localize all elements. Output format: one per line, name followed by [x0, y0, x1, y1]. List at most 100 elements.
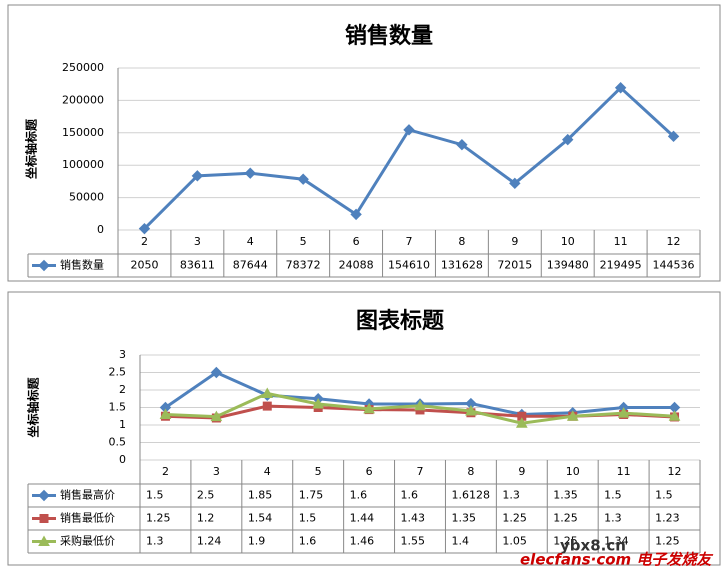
table-value: 2.5 [197, 489, 215, 502]
table-value: 1.55 [401, 535, 426, 548]
data-point [191, 170, 204, 182]
table-value: 1.2 [197, 512, 215, 525]
legend-label: 采购最低价 [60, 534, 115, 548]
table-value: 78372 [286, 259, 321, 272]
table-value: 1.35 [451, 512, 476, 525]
data-point [465, 404, 477, 416]
x-tick-label: 10 [566, 465, 580, 478]
table-value: 1.85 [248, 489, 273, 502]
y-axis-title: 坐标轴标题 [26, 377, 41, 438]
x-tick-label: 4 [264, 465, 271, 478]
legend-label: 销售最低价 [60, 511, 115, 525]
x-tick-label: 8 [467, 465, 474, 478]
table-value: 1.3 [604, 512, 622, 525]
x-tick-label: 5 [300, 235, 307, 248]
x-tick-label: 12 [667, 235, 681, 248]
table-value: 1.3 [146, 535, 164, 548]
data-point [456, 138, 468, 151]
x-tick-label: 3 [213, 465, 220, 478]
y-tick-label: 50000 [69, 191, 104, 204]
table-value: 1.5 [604, 489, 622, 502]
table-value: 1.5 [146, 489, 164, 502]
y-tick-label: 0.5 [109, 436, 127, 449]
watermark: ybx8.cn [560, 537, 626, 555]
table-value: 1.25 [146, 512, 171, 525]
x-tick-label: 6 [353, 235, 360, 248]
table-value: 1.75 [299, 489, 324, 502]
table-value: 131628 [441, 259, 483, 272]
y-tick-label: 2 [119, 383, 126, 396]
table-value: 1.25 [655, 535, 680, 548]
x-tick-label: 11 [617, 465, 631, 478]
table-value: 1.43 [401, 512, 426, 525]
watermark: elecfans·com 电子发烧友 [520, 551, 713, 568]
y-tick-label: 1 [119, 418, 126, 431]
data-point [261, 387, 274, 398]
table-value: 2050 [130, 259, 158, 272]
table-value: 83611 [180, 259, 215, 272]
data-point [350, 208, 362, 221]
table-value: 1.6 [401, 489, 419, 502]
data-point [414, 399, 426, 411]
data-point [138, 222, 151, 235]
data-point [403, 124, 415, 136]
data-point [363, 402, 375, 414]
y-tick-label: 150000 [62, 126, 104, 139]
data-point [159, 408, 172, 419]
data-point [614, 82, 627, 94]
legend-label: 销售最高价 [60, 488, 115, 502]
table-value: 1.4 [451, 535, 469, 548]
table-value: 1.25 [553, 512, 578, 525]
data-point [210, 410, 223, 422]
table-value: 1.46 [350, 535, 375, 548]
table-value: 72015 [497, 259, 532, 272]
x-tick-label: 7 [417, 465, 424, 478]
y-tick-label: 200000 [62, 93, 104, 106]
legend-marker [38, 259, 50, 272]
data-point [566, 410, 579, 421]
table-value: 1.5 [299, 512, 317, 525]
table-value: 1.24 [197, 535, 222, 548]
x-tick-label: 4 [247, 235, 254, 248]
x-tick-label: 10 [561, 235, 575, 248]
table-value: 144536 [653, 259, 695, 272]
table-value: 1.5 [655, 489, 673, 502]
table-value: 219495 [600, 259, 642, 272]
table-value: 1.35 [553, 489, 578, 502]
data-point [562, 133, 574, 146]
table-value: 1.23 [655, 512, 680, 525]
table-value: 1.54 [248, 512, 273, 525]
data-point [244, 167, 256, 179]
y-tick-label: 1.5 [109, 401, 127, 414]
y-tick-label: 0 [119, 453, 126, 466]
table-value: 1.3 [502, 489, 520, 502]
legend-marker [38, 489, 50, 502]
y-tick-label: 0 [97, 223, 104, 236]
legend-marker [38, 535, 50, 546]
data-point [210, 366, 223, 379]
chart-title: 销售数量 [345, 23, 433, 49]
table-value: 1.6 [299, 535, 317, 548]
y-tick-label: 100000 [62, 158, 104, 171]
table-value: 24088 [339, 259, 374, 272]
chart-title: 图表标题 [356, 308, 445, 334]
x-tick-label: 5 [315, 465, 322, 478]
data-point [668, 410, 681, 421]
x-tick-label: 2 [141, 235, 148, 248]
chart-frame [7, 4, 721, 282]
data-point [509, 177, 521, 190]
table-value: 1.6 [350, 489, 368, 502]
table-value: 1.6128 [451, 489, 490, 502]
x-tick-label: 2 [162, 465, 169, 478]
table-value: 154610 [388, 259, 430, 272]
data-point [312, 397, 325, 409]
data-point [667, 130, 680, 143]
table-value: 1.34 [604, 535, 629, 548]
x-tick-label: 8 [458, 235, 465, 248]
table-value: 87644 [233, 259, 268, 272]
data-point [617, 407, 630, 418]
y-tick-label: 3 [119, 348, 126, 361]
data-point [515, 417, 528, 428]
